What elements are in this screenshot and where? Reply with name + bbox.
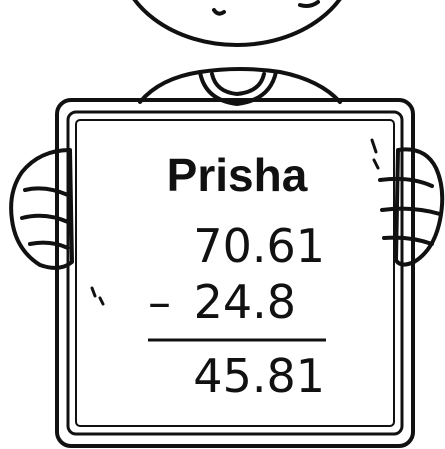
child (119, 0, 355, 104)
page: Prisha 70.61 – 24.8 45.81 (() => { const… (0, 0, 445, 449)
difference: 45.81 (193, 349, 325, 403)
left-fingers (22, 188, 68, 248)
operator: – (148, 275, 171, 329)
board-shine (372, 140, 378, 168)
shoulders (140, 69, 340, 102)
left-hand (11, 150, 72, 268)
mouth (214, 10, 224, 14)
illustration: Prisha 70.61 – 24.8 45.81 (0, 0, 445, 449)
head (119, 0, 355, 45)
student-name: Prisha (167, 149, 308, 201)
right-fingers (380, 179, 440, 244)
minuend: 70.61 (193, 219, 325, 273)
board-shine (92, 288, 103, 304)
neck (212, 74, 264, 94)
cheek (300, 2, 318, 6)
subtrahend: 24.8 (194, 275, 296, 329)
